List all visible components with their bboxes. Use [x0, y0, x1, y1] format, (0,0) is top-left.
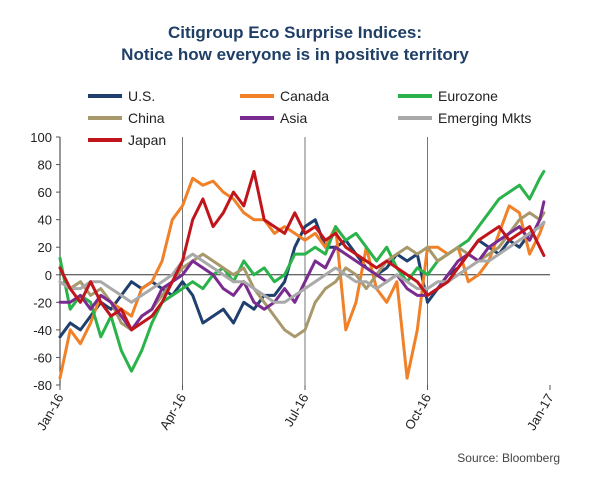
series-line-japan	[58, 169, 546, 332]
y-tick-label: -40	[33, 323, 52, 338]
chart-title-line-2: Notice how everyone is in positive terri…	[121, 45, 469, 64]
x-tick-label: Jan-16	[34, 391, 67, 433]
y-axis: -80 -60 -40 -20 0 20 40 60 80 100	[30, 130, 61, 393]
chart-title: Citigroup Eco Surprise Indices: Notice h…	[121, 23, 469, 64]
y-tick-label: 100	[30, 130, 52, 145]
y-tick-label: 60	[38, 185, 52, 200]
y-tick-label: 40	[38, 213, 52, 228]
x-tick-label: Jul-16	[281, 391, 312, 429]
y-tick-label: 20	[38, 240, 52, 255]
y-tick-label: 0	[45, 268, 52, 283]
y-tick-label: -60	[33, 350, 52, 365]
y-tick-label: 80	[38, 158, 52, 173]
y-tick-label: -80	[33, 378, 52, 393]
legend-label-u-s: U.S.	[128, 88, 155, 104]
series-line-canada	[58, 176, 546, 380]
legend-label-china: China	[128, 110, 165, 126]
x-tick-label: Apr-16	[157, 391, 190, 432]
legend-label-canada: Canada	[280, 88, 329, 104]
legend: U.S. Canada Eurozone China Asia Emerging Mkts…	[88, 88, 531, 148]
source-note: Source: Bloomberg	[457, 451, 560, 465]
legend-label-japan: Japan	[128, 132, 166, 148]
grid-lines	[60, 137, 550, 385]
chart-title-line-1: Citigroup Eco Surprise Indices:	[168, 23, 422, 42]
x-tick-label: Oct-16	[402, 391, 434, 432]
legend-label-asia: Asia	[280, 110, 307, 126]
y-tick-label: -20	[33, 295, 52, 310]
series-line-eurozone	[58, 169, 546, 373]
x-axis: Jan-16 Apr-16 Jul-16 Oct-16 Jan-17	[34, 385, 557, 433]
x-tick-label: Jan-17	[524, 391, 557, 433]
legend-label-eurozone: Eurozone	[438, 88, 498, 104]
series-lines	[58, 169, 546, 380]
series-line-emerging-mkts	[58, 220, 546, 304]
legend-label-emerging-mkts: Emerging Mkts	[438, 110, 531, 126]
